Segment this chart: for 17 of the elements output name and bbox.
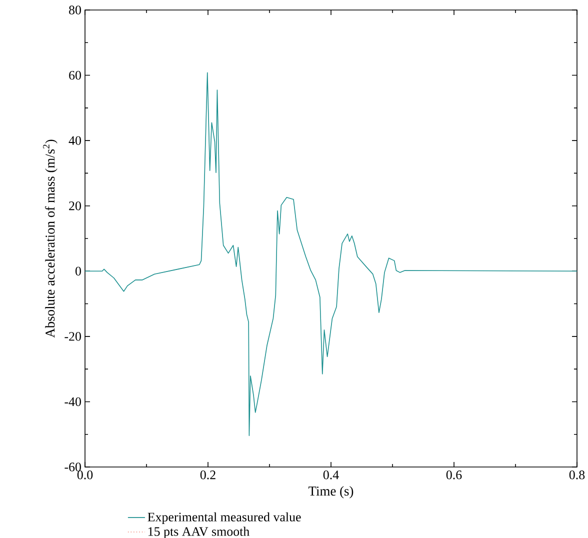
legend-label: Experimental measured value — [148, 512, 301, 524]
x-axis-title: Time (s) — [308, 486, 354, 498]
y-tick-label: 80 — [69, 6, 81, 14]
x-tick-label: 0.4 — [323, 470, 339, 480]
y-tick-label: 60 — [69, 70, 81, 80]
y-tick-label: -40 — [64, 397, 81, 406]
line-series — [85, 72, 577, 436]
y-axis-title: Absolute acceleration of mass (m/s$^{2}$) — [43, 140, 58, 338]
y-tick-label: -20 — [64, 332, 81, 341]
y-tick-label: 40 — [68, 136, 81, 145]
x-tick-label: 0.2 — [200, 470, 216, 480]
x-tick-label: 0.0 — [77, 470, 93, 480]
y-tick-label: 0 — [76, 266, 81, 276]
x-tick-label: 0.6 — [446, 470, 462, 480]
x-tick-label: 0.8 — [569, 470, 585, 480]
y-tick-label: 20 — [69, 201, 81, 210]
y-tick-label: -60 — [64, 462, 81, 472]
